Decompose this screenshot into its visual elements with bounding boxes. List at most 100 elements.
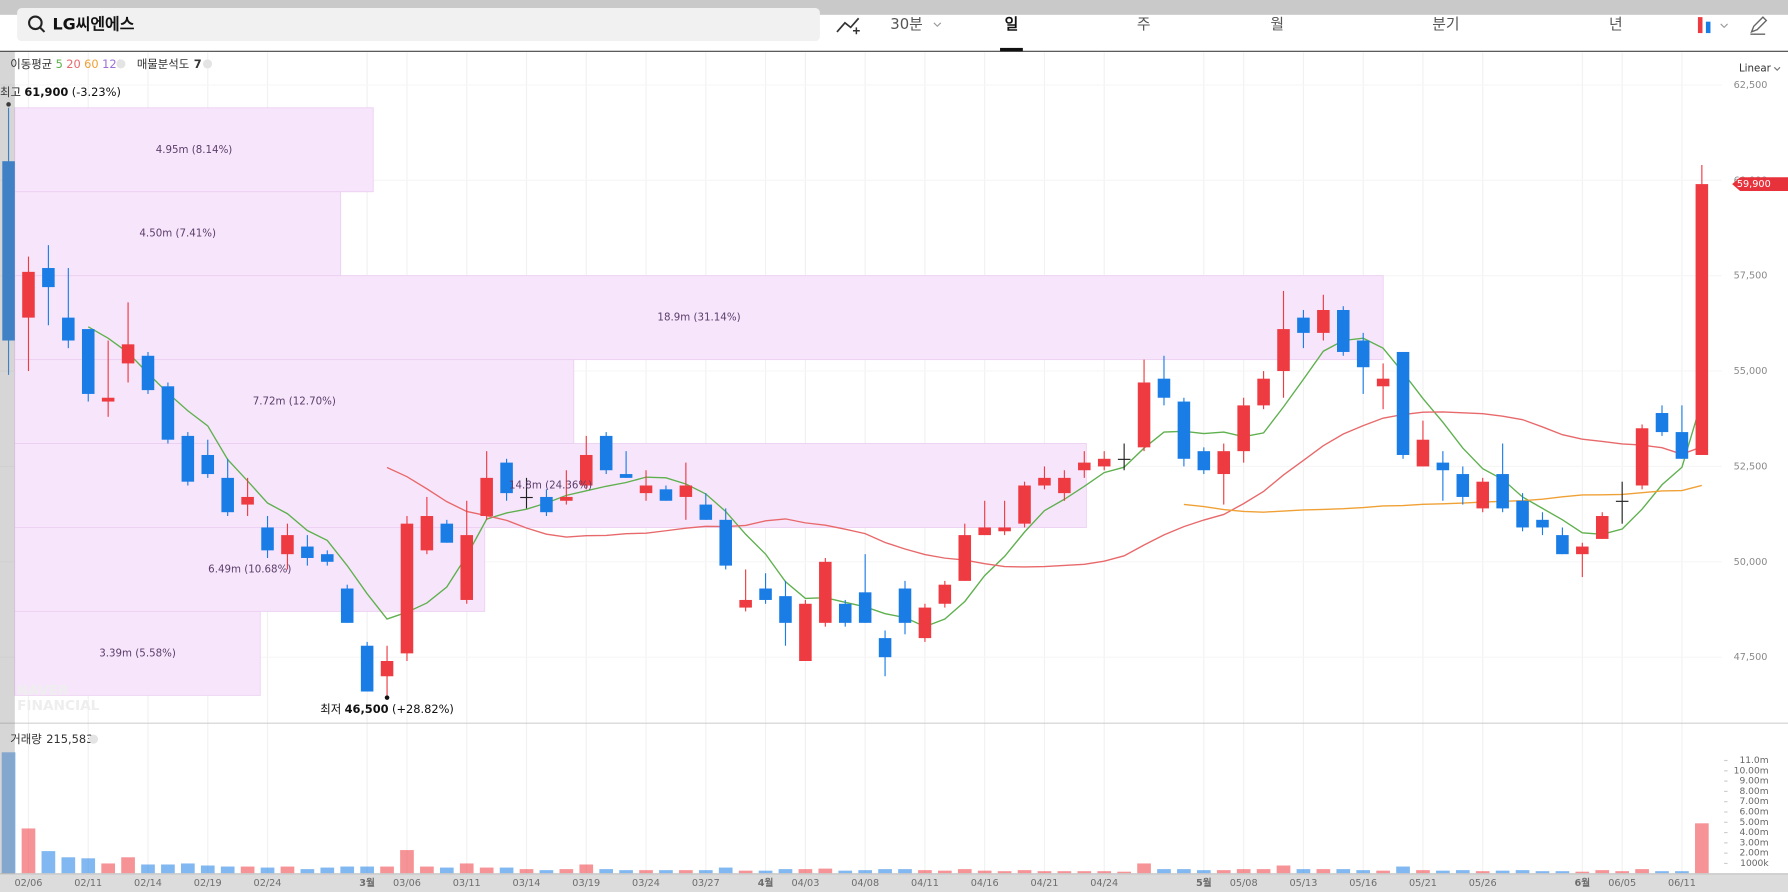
candle-body <box>938 584 952 604</box>
candle-body <box>540 496 553 513</box>
volume-bar <box>1356 870 1371 874</box>
volume-bar <box>1635 869 1649 874</box>
candle-body <box>221 477 234 513</box>
left-dim <box>0 51 15 874</box>
x-tick-label: 04/08 <box>851 878 879 889</box>
volume-bar <box>1057 871 1072 874</box>
volume-bar <box>1037 871 1052 874</box>
volume-bar <box>1216 870 1231 874</box>
candle-body <box>1038 477 1051 486</box>
interval-tabs: 30분 일 주 월 분기 년 <box>890 16 1623 52</box>
volume-bar <box>1655 871 1669 874</box>
y-tick-label: 47,500 <box>1734 652 1768 663</box>
y-tick-label: 52,500 <box>1734 461 1768 472</box>
candle-body <box>560 496 573 501</box>
volume-tick-label: 2.00m <box>1739 849 1768 859</box>
volume-bar <box>579 864 594 874</box>
chart-type-icon[interactable] <box>1697 17 1703 34</box>
supply-zone-label: 7.72m (12.70%) <box>253 396 336 408</box>
candle-body <box>22 271 35 318</box>
last-price-label: 59,900 <box>1737 179 1771 190</box>
y-tick-label: 55,000 <box>1734 366 1768 377</box>
x-tick-label: 03/19 <box>572 878 600 889</box>
candle-body <box>1376 378 1390 387</box>
close-icon[interactable] <box>116 59 126 69</box>
candle-body <box>1615 500 1629 502</box>
search-text[interactable]: LG씨엔에스 <box>52 15 134 34</box>
scale-mode[interactable]: Linear <box>1739 62 1772 74</box>
candle-body <box>739 599 752 608</box>
candle-body <box>360 645 374 692</box>
volume-bar <box>1137 863 1151 874</box>
scale-select[interactable] <box>1724 57 1788 78</box>
volume-bar <box>240 866 255 874</box>
x-tick-label: 05/13 <box>1289 878 1317 889</box>
volume-bar <box>898 869 912 874</box>
volume-bar <box>1017 870 1032 874</box>
close-icon[interactable] <box>202 59 213 69</box>
volume-bar <box>758 870 773 874</box>
volume-bar <box>1336 869 1351 874</box>
candle-body <box>520 496 533 499</box>
volume-bar <box>220 866 235 874</box>
close-icon[interactable] <box>88 734 99 744</box>
candle-body <box>181 435 195 482</box>
volume-bar <box>200 865 215 874</box>
candle-body <box>1277 329 1290 372</box>
ma-legend[interactable]: 이동평균 5 20 60 120 <box>10 56 124 70</box>
watermark: FINANCIAL <box>17 698 100 714</box>
volume-bar <box>619 870 633 874</box>
interval-tab[interactable]: 30분 <box>890 16 922 33</box>
candle-body <box>978 527 991 536</box>
volume-bar <box>738 870 753 874</box>
supply-legend[interactable]: 매물분석도 7 <box>137 56 202 70</box>
interval-tab[interactable]: 주 <box>1137 16 1151 33</box>
interval-tab[interactable]: 일 <box>1005 16 1019 33</box>
volume-bar <box>519 869 534 874</box>
x-tick-label: 04/21 <box>1030 878 1058 889</box>
ma-period: 60 <box>84 56 98 70</box>
volume-bar <box>360 866 374 874</box>
moving-average-layer <box>87 326 1703 628</box>
candle-body <box>1157 378 1171 398</box>
extreme-change: (+28.82%) <box>392 702 454 716</box>
interval-tab[interactable]: 분기 <box>1432 16 1459 33</box>
interval-tab[interactable]: 월 <box>1270 16 1284 33</box>
draw-icon[interactable] <box>1750 16 1768 35</box>
supply-zone-label: 4.50m (7.41%) <box>139 228 216 240</box>
volume-bar <box>340 866 355 874</box>
chart-type-icon[interactable] <box>1705 21 1711 34</box>
search-box[interactable] <box>17 7 820 42</box>
moving-average <box>386 411 1703 568</box>
candle-body <box>241 496 254 505</box>
volume-bar <box>798 869 813 874</box>
volume-tick-label: 6.00m <box>1739 807 1768 817</box>
volume-bar <box>280 866 295 874</box>
supply-zone <box>14 275 1384 361</box>
candle-body <box>101 397 115 402</box>
supply-zone-label: 3.39m (5.58%) <box>99 647 176 659</box>
candle-body <box>1237 405 1250 452</box>
volume-bar <box>957 869 972 874</box>
x-tick-label: 03/24 <box>632 878 660 889</box>
volume-bar <box>41 851 56 874</box>
ma-title: 이동평균 <box>10 56 52 70</box>
candle-body <box>1655 413 1669 433</box>
extreme-label: 최저 46,500 (+28.82%) <box>320 702 454 716</box>
volume-tick-label: 1000k <box>1740 859 1769 869</box>
volume-bar <box>1177 869 1191 874</box>
volume-bar <box>778 869 793 874</box>
volume-bar <box>400 850 414 874</box>
volume-bar <box>479 867 494 874</box>
candle-body <box>480 477 493 517</box>
ma-period: 20 <box>66 56 80 70</box>
candle-body <box>161 386 175 440</box>
volume-bar <box>1436 870 1450 874</box>
volume-bar <box>1117 871 1131 874</box>
candle-body <box>838 603 852 623</box>
indicator-icon[interactable] <box>836 17 860 33</box>
interval-tab[interactable]: 년 <box>1609 16 1623 33</box>
volume-bar <box>1555 871 1570 874</box>
volume-bar <box>61 857 76 874</box>
